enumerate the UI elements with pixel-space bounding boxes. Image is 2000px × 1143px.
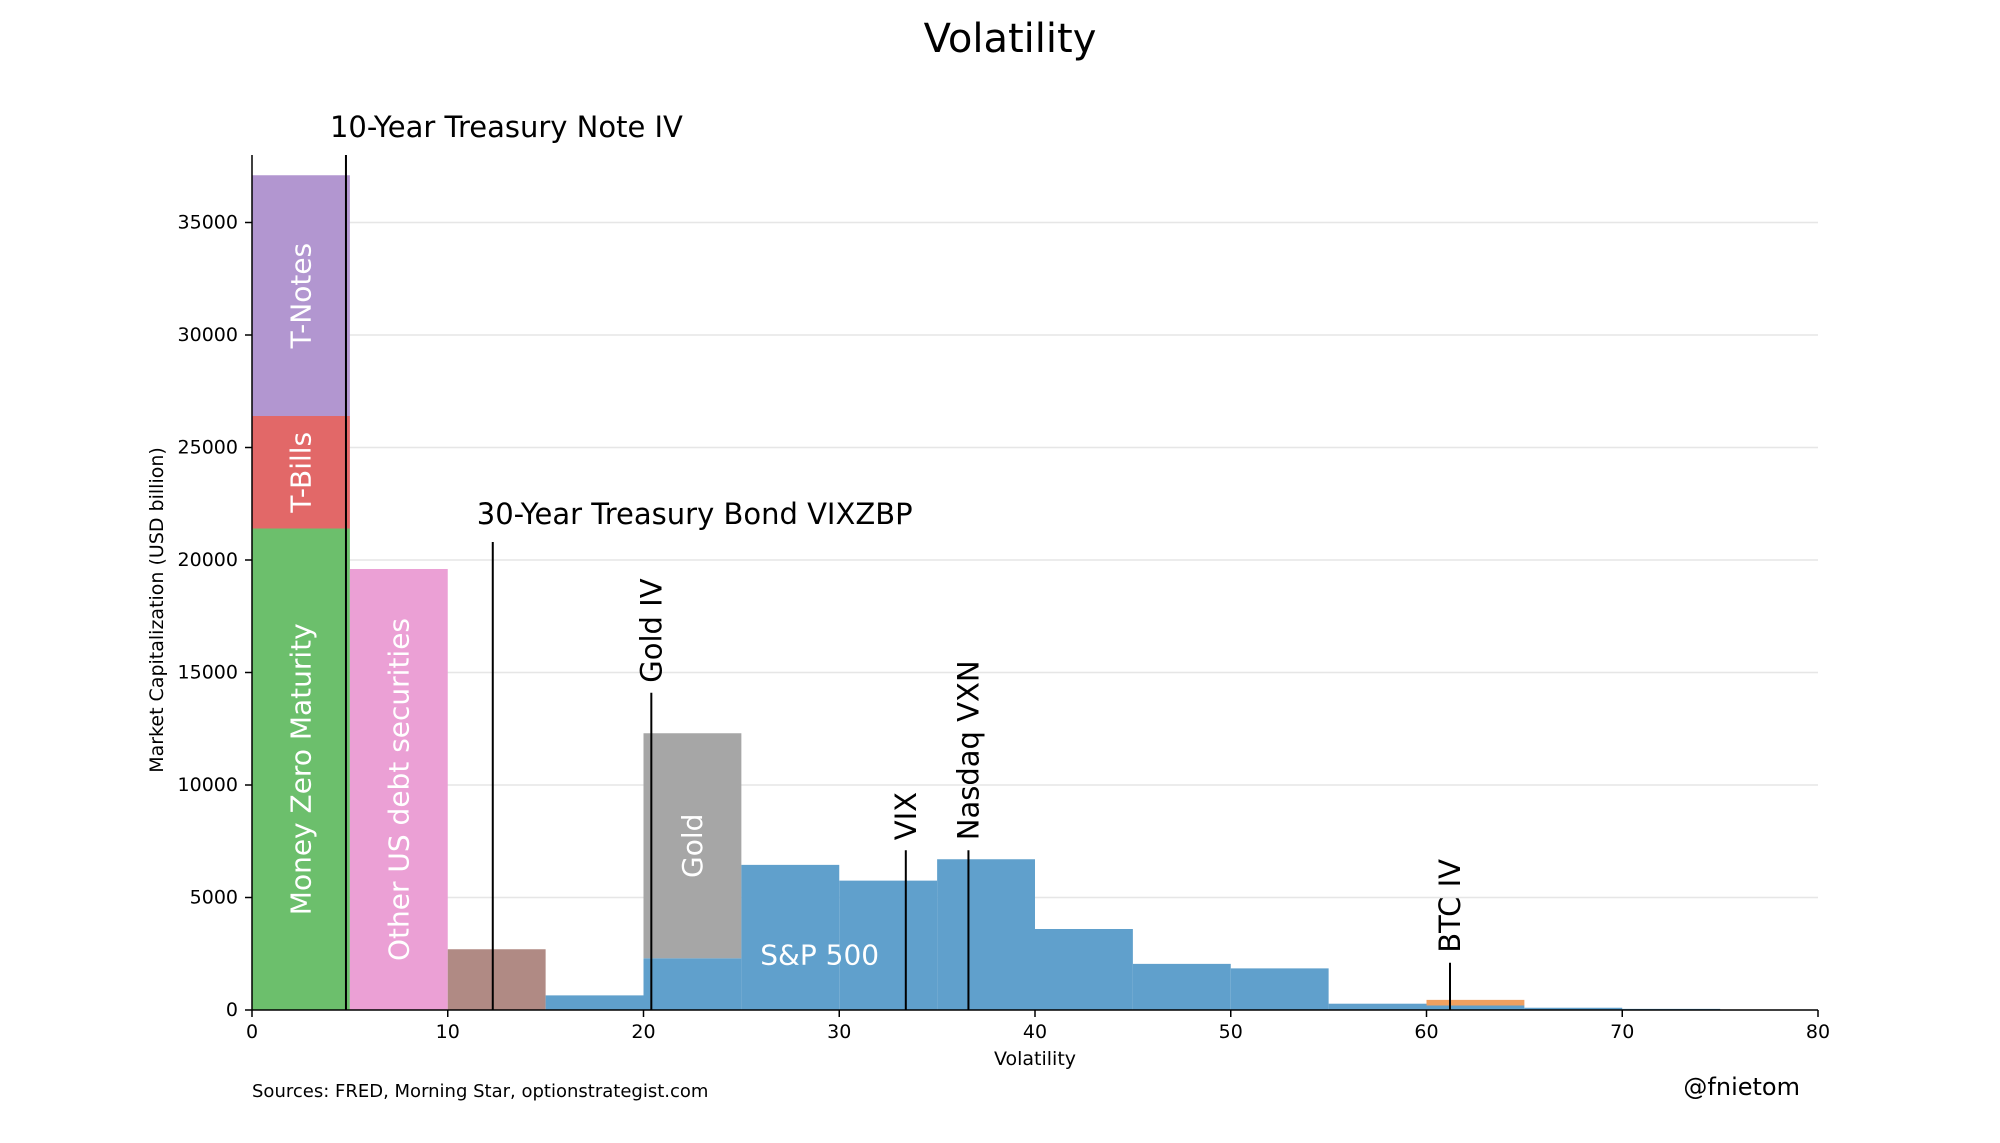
y-tick-label: 20000	[178, 549, 238, 571]
bar-label: Money Zero Maturity	[284, 623, 317, 915]
bar-label: Other US debt securities	[382, 618, 415, 961]
x-axis-label: Volatility	[994, 1048, 1076, 1070]
x-tick-label: 70	[1610, 1021, 1634, 1043]
bar-label: T-Notes	[284, 243, 317, 350]
bar	[1230, 968, 1329, 1010]
y-tick-label: 5000	[190, 887, 238, 909]
bars: Money Zero Maturity T-Bills T-Notes Other U…	[252, 175, 1721, 1010]
x-tick-label: 10	[436, 1021, 460, 1043]
bar	[1035, 929, 1133, 1010]
bar-label: T-Bills	[284, 432, 317, 514]
y-tick-label: 10000	[178, 774, 238, 796]
bar	[1328, 1003, 1427, 1010]
watermark: @fnietom	[1683, 1073, 1800, 1101]
bar	[1426, 1005, 1525, 1010]
x-tick-label: 80	[1806, 1021, 1830, 1043]
bar	[1426, 999, 1525, 1006]
gridlines	[252, 221, 1818, 899]
bar	[252, 175, 350, 416]
marker-label: Nasdaq VXN	[951, 660, 985, 840]
y-tick-label: 0	[226, 999, 238, 1021]
bar	[545, 995, 644, 1010]
y-axis: 0 5000 10000 15000 20000 25000 30000 35000	[178, 155, 253, 1021]
bar	[447, 949, 546, 1010]
bar	[1132, 963, 1231, 1010]
bar	[937, 859, 1035, 1010]
y-axis-label: Market Capitalization (USD billion)	[146, 447, 168, 773]
x-tick-label: 20	[631, 1021, 655, 1043]
x-tick-label: 60	[1414, 1021, 1438, 1043]
x-tick-label: 50	[1219, 1021, 1243, 1043]
vertical-markers: 10-Year Treasury Note IV 30-Year Treasury…	[330, 110, 1467, 1010]
x-tick-label: 40	[1023, 1021, 1047, 1043]
x-axis: 0 10 20 30 40 50 60 70 80	[246, 1009, 1830, 1043]
source-note: Sources: FRED, Morning Star, optionstrat…	[252, 1081, 708, 1102]
bar	[349, 569, 448, 1010]
bar	[252, 416, 350, 529]
marker-label: Gold IV	[634, 578, 668, 682]
marker-label: VIX	[889, 792, 923, 840]
bar	[643, 958, 742, 1010]
y-tick-label: 15000	[178, 662, 238, 684]
sp500-label: S&P 500	[760, 938, 879, 971]
marker-label: 30-Year Treasury Bond VIXZBP	[477, 497, 913, 531]
marker-label: 10-Year Treasury Note IV	[330, 110, 683, 144]
marker-label: BTC IV	[1433, 859, 1467, 953]
x-tick-label: 30	[827, 1021, 851, 1043]
bar	[643, 733, 742, 959]
y-tick-label: 25000	[178, 437, 238, 459]
bar	[741, 864, 840, 1010]
bar	[1524, 1007, 1623, 1010]
bar	[252, 528, 350, 1010]
chart-title: Volatility	[924, 16, 1097, 62]
bar-label: Gold	[676, 814, 709, 878]
y-tick-label: 35000	[178, 212, 238, 234]
x-tick-label: 0	[246, 1021, 258, 1043]
y-tick-label: 30000	[178, 324, 238, 346]
bar	[839, 880, 938, 1010]
